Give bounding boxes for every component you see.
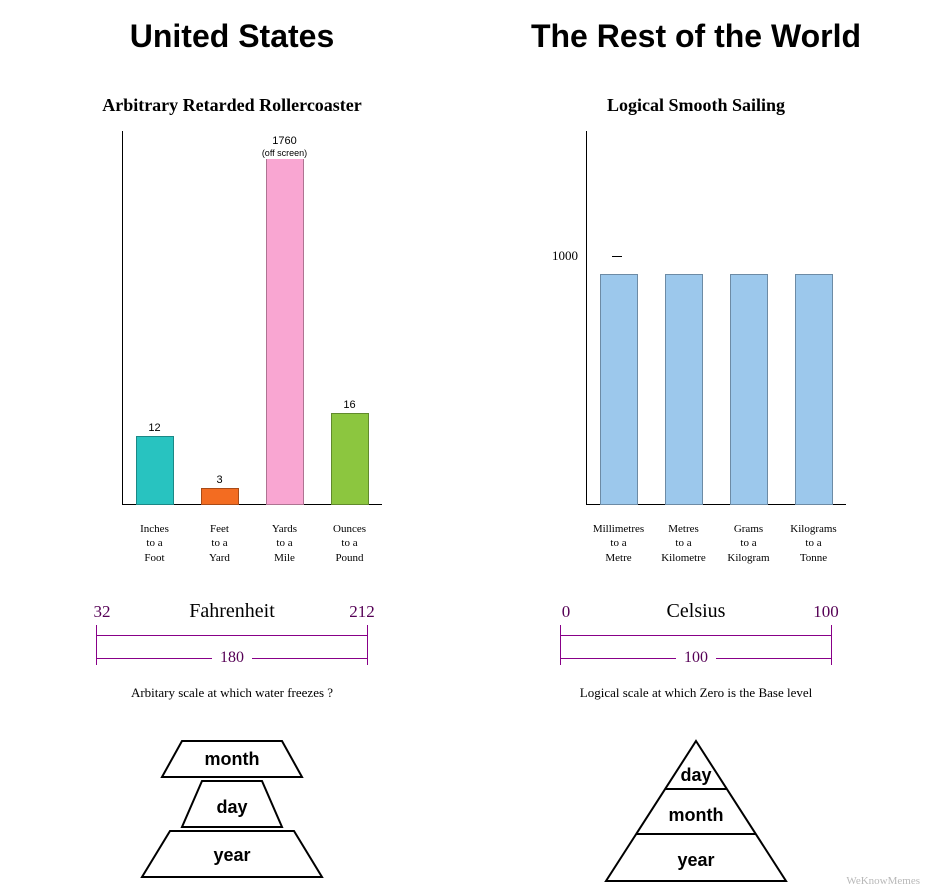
left-sub-title: Arbitrary Retarded Rollercoaster xyxy=(102,95,362,116)
stacked-trapezoid-icon: month day year xyxy=(122,731,342,891)
pyramid-icon: day month year xyxy=(586,731,806,891)
left-bar-chart: 1231760(off screen)16 Inchesto aFootFeet… xyxy=(82,131,382,530)
temp-start: 32 xyxy=(82,602,122,622)
bar-rect xyxy=(331,413,369,505)
left-main-title: United States xyxy=(130,18,334,55)
temp-start: 0 xyxy=(546,602,586,622)
temp-span: 100 xyxy=(676,649,716,667)
temp-span: 180 xyxy=(212,649,252,667)
date-mid: month xyxy=(669,805,724,825)
bar-rect xyxy=(665,274,703,505)
left-column: United States Arbitrary Retarded Rollerc… xyxy=(0,0,464,891)
world-date-format: day month year xyxy=(546,731,846,891)
temp-end: 100 xyxy=(806,602,846,622)
watermark: WeKnowMemes xyxy=(846,875,920,887)
date-mid: day xyxy=(216,797,247,817)
category-label: Kilogramsto aTonne xyxy=(784,522,844,565)
bar: 16 xyxy=(320,131,380,505)
bar-rect xyxy=(730,274,768,505)
bar xyxy=(719,131,779,505)
right-main-title: The Rest of the World xyxy=(531,18,861,55)
bar-rect xyxy=(201,488,239,505)
bar-value-label: 1760(off screen) xyxy=(255,135,315,159)
date-top: month xyxy=(205,749,260,769)
bar-rect xyxy=(136,436,174,505)
bar-rect xyxy=(600,274,638,505)
temp-title: Fahrenheit xyxy=(122,600,342,623)
bar: 1760(off screen) xyxy=(255,131,315,505)
category-label: Yardsto aMile xyxy=(255,522,315,565)
temp-end: 212 xyxy=(342,602,382,622)
temp-top-bar xyxy=(560,625,832,651)
celsius-scale: 0 Celsius 100 100 Logical scale at which… xyxy=(546,600,846,701)
temp-span-bar: 180 xyxy=(96,651,368,665)
date-top: day xyxy=(680,765,711,785)
bar-value-label: 12 xyxy=(148,422,160,434)
temp-title: Celsius xyxy=(586,600,806,623)
date-bot: year xyxy=(213,845,250,865)
category-label: Ouncesto aPound xyxy=(320,522,380,565)
fahrenheit-scale: 32 Fahrenheit 212 180 Arbitary scale at … xyxy=(82,600,382,701)
category-label: Gramsto aKilogram xyxy=(719,522,779,565)
us-date-format: month day year xyxy=(82,731,382,891)
bar xyxy=(654,131,714,505)
temp-span-bar: 100 xyxy=(560,651,832,665)
temp-top-bar xyxy=(96,625,368,651)
right-bar-chart: 1000 Millimetresto aMetreMetresto aKilom… xyxy=(546,131,846,530)
category-label: Millimetresto aMetre xyxy=(589,522,649,565)
bar-rect xyxy=(266,159,304,505)
right-bars xyxy=(586,131,846,505)
date-bot: year xyxy=(677,850,714,870)
bar xyxy=(589,131,649,505)
bar-value-label: 3 xyxy=(216,474,222,486)
bar: 3 xyxy=(190,131,250,505)
bar xyxy=(784,131,844,505)
bar-rect xyxy=(795,274,833,505)
right-sub-title: Logical Smooth Sailing xyxy=(607,95,785,116)
temp-caption: Arbitary scale at which water freezes ? xyxy=(82,685,382,701)
left-category-labels: Inchesto aFootFeetto aYardYardsto aMileO… xyxy=(122,522,382,565)
temp-caption: Logical scale at which Zero is the Base … xyxy=(546,685,846,701)
right-category-labels: Millimetresto aMetreMetresto aKilometreG… xyxy=(586,522,846,565)
left-bars: 12 3 1760(off screen) 16 xyxy=(122,131,382,505)
bar-value-label: 16 xyxy=(343,399,355,411)
bar: 12 xyxy=(125,131,185,505)
category-label: Inchesto aFoot xyxy=(125,522,185,565)
category-label: Feetto aYard xyxy=(190,522,250,565)
right-column: The Rest of the World Logical Smooth Sai… xyxy=(464,0,928,891)
category-label: Metresto aKilometre xyxy=(654,522,714,565)
